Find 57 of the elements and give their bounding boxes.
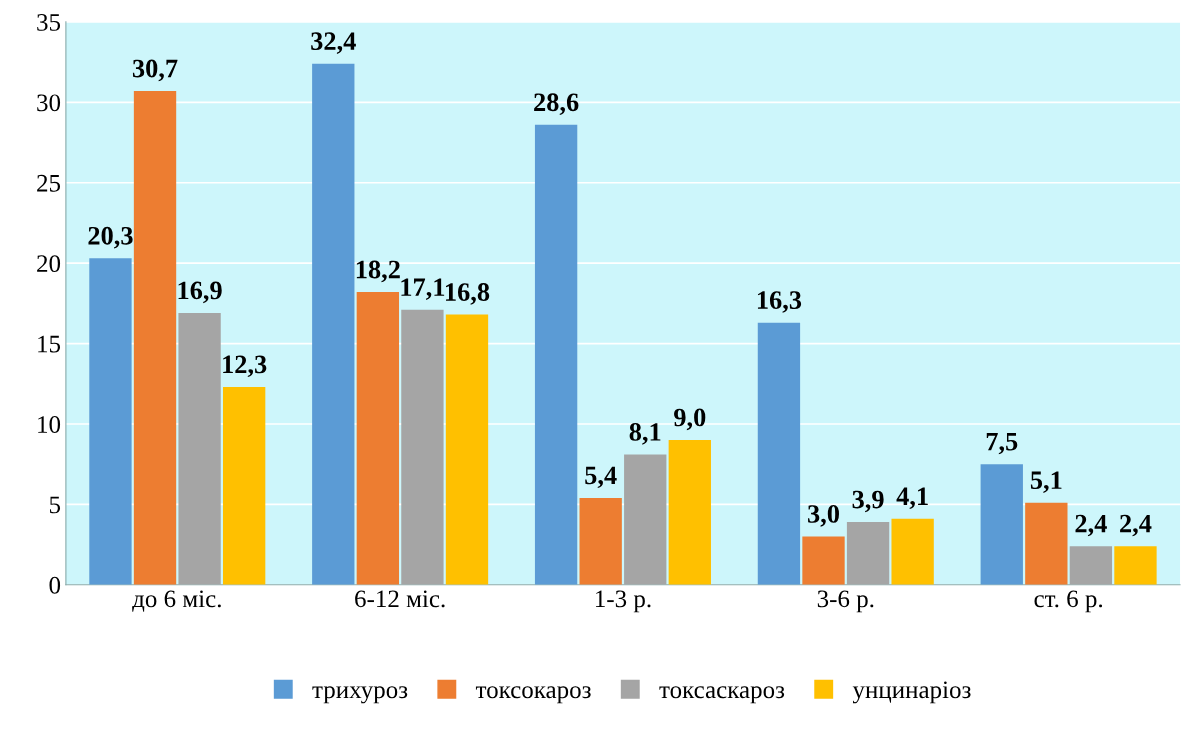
bar [445, 314, 489, 585]
data-label: 8,1 [629, 423, 661, 445]
bar [178, 313, 221, 585]
bar [757, 322, 801, 585]
y-tick-label: 35 [37, 14, 61, 31]
bar [802, 536, 845, 585]
bar [356, 292, 400, 585]
y-tick-label: 20 [37, 255, 61, 273]
data-label: 2,4 [1120, 514, 1152, 537]
data-label: 4,1 [896, 487, 928, 509]
bar [312, 63, 355, 585]
bar [133, 91, 177, 585]
bar [891, 518, 934, 585]
bar [579, 497, 622, 585]
data-label: 17,1 [401, 278, 445, 300]
data-label: 5,4 [585, 466, 617, 489]
bar [624, 454, 667, 585]
data-label: 18,2 [356, 260, 400, 283]
y-tick-label: 10 [38, 416, 61, 433]
bar [222, 386, 266, 585]
bar [1114, 546, 1157, 585]
data-label: 32,4 [311, 32, 356, 54]
x-tick-label: 3-6 р. [817, 590, 874, 613]
data-label: 9,0 [674, 408, 706, 431]
data-label: 7,5 [986, 432, 1018, 455]
y-tick-label: 25 [37, 174, 61, 192]
y-tick-label: 5 [49, 496, 61, 514]
data-label: 20,3 [88, 226, 133, 249]
y-tick-label: 15 [38, 335, 61, 353]
y-tick-label: 0 [49, 576, 61, 594]
data-label: 28,6 [534, 93, 579, 115]
x-tick-label: до 6 міс. [132, 590, 221, 612]
bar [401, 309, 444, 585]
data-label: 12,3 [223, 355, 267, 378]
data-label: 16,3 [757, 291, 802, 313]
bar [89, 258, 132, 585]
data-label: 3,0 [808, 505, 839, 527]
bar [668, 440, 711, 585]
bar [1025, 502, 1068, 585]
bar [1069, 546, 1113, 585]
legend-label: унцинаріоз [852, 681, 971, 704]
bar [980, 464, 1023, 585]
data-label: 2,4 [1075, 514, 1107, 537]
y-tick-label: 30 [37, 94, 61, 112]
x-tick-label: 1-3 р. [596, 590, 651, 613]
legend-label: токсокароз [475, 686, 591, 704]
data-label: 16,9 [178, 281, 222, 304]
data-label: 16,8 [446, 283, 490, 305]
legend-label: токсаскароз [659, 686, 785, 704]
data-label: 3,9 [852, 490, 884, 513]
data-label: 30,7 [132, 59, 178, 82]
bar [534, 124, 578, 585]
legend-label: трихуроз [312, 686, 408, 704]
data-label: 5,1 [1030, 471, 1062, 493]
bar [846, 522, 890, 585]
x-tick-label: ст. 6 р. [1034, 590, 1103, 613]
x-tick-label: 6-12 міс. [355, 590, 445, 608]
